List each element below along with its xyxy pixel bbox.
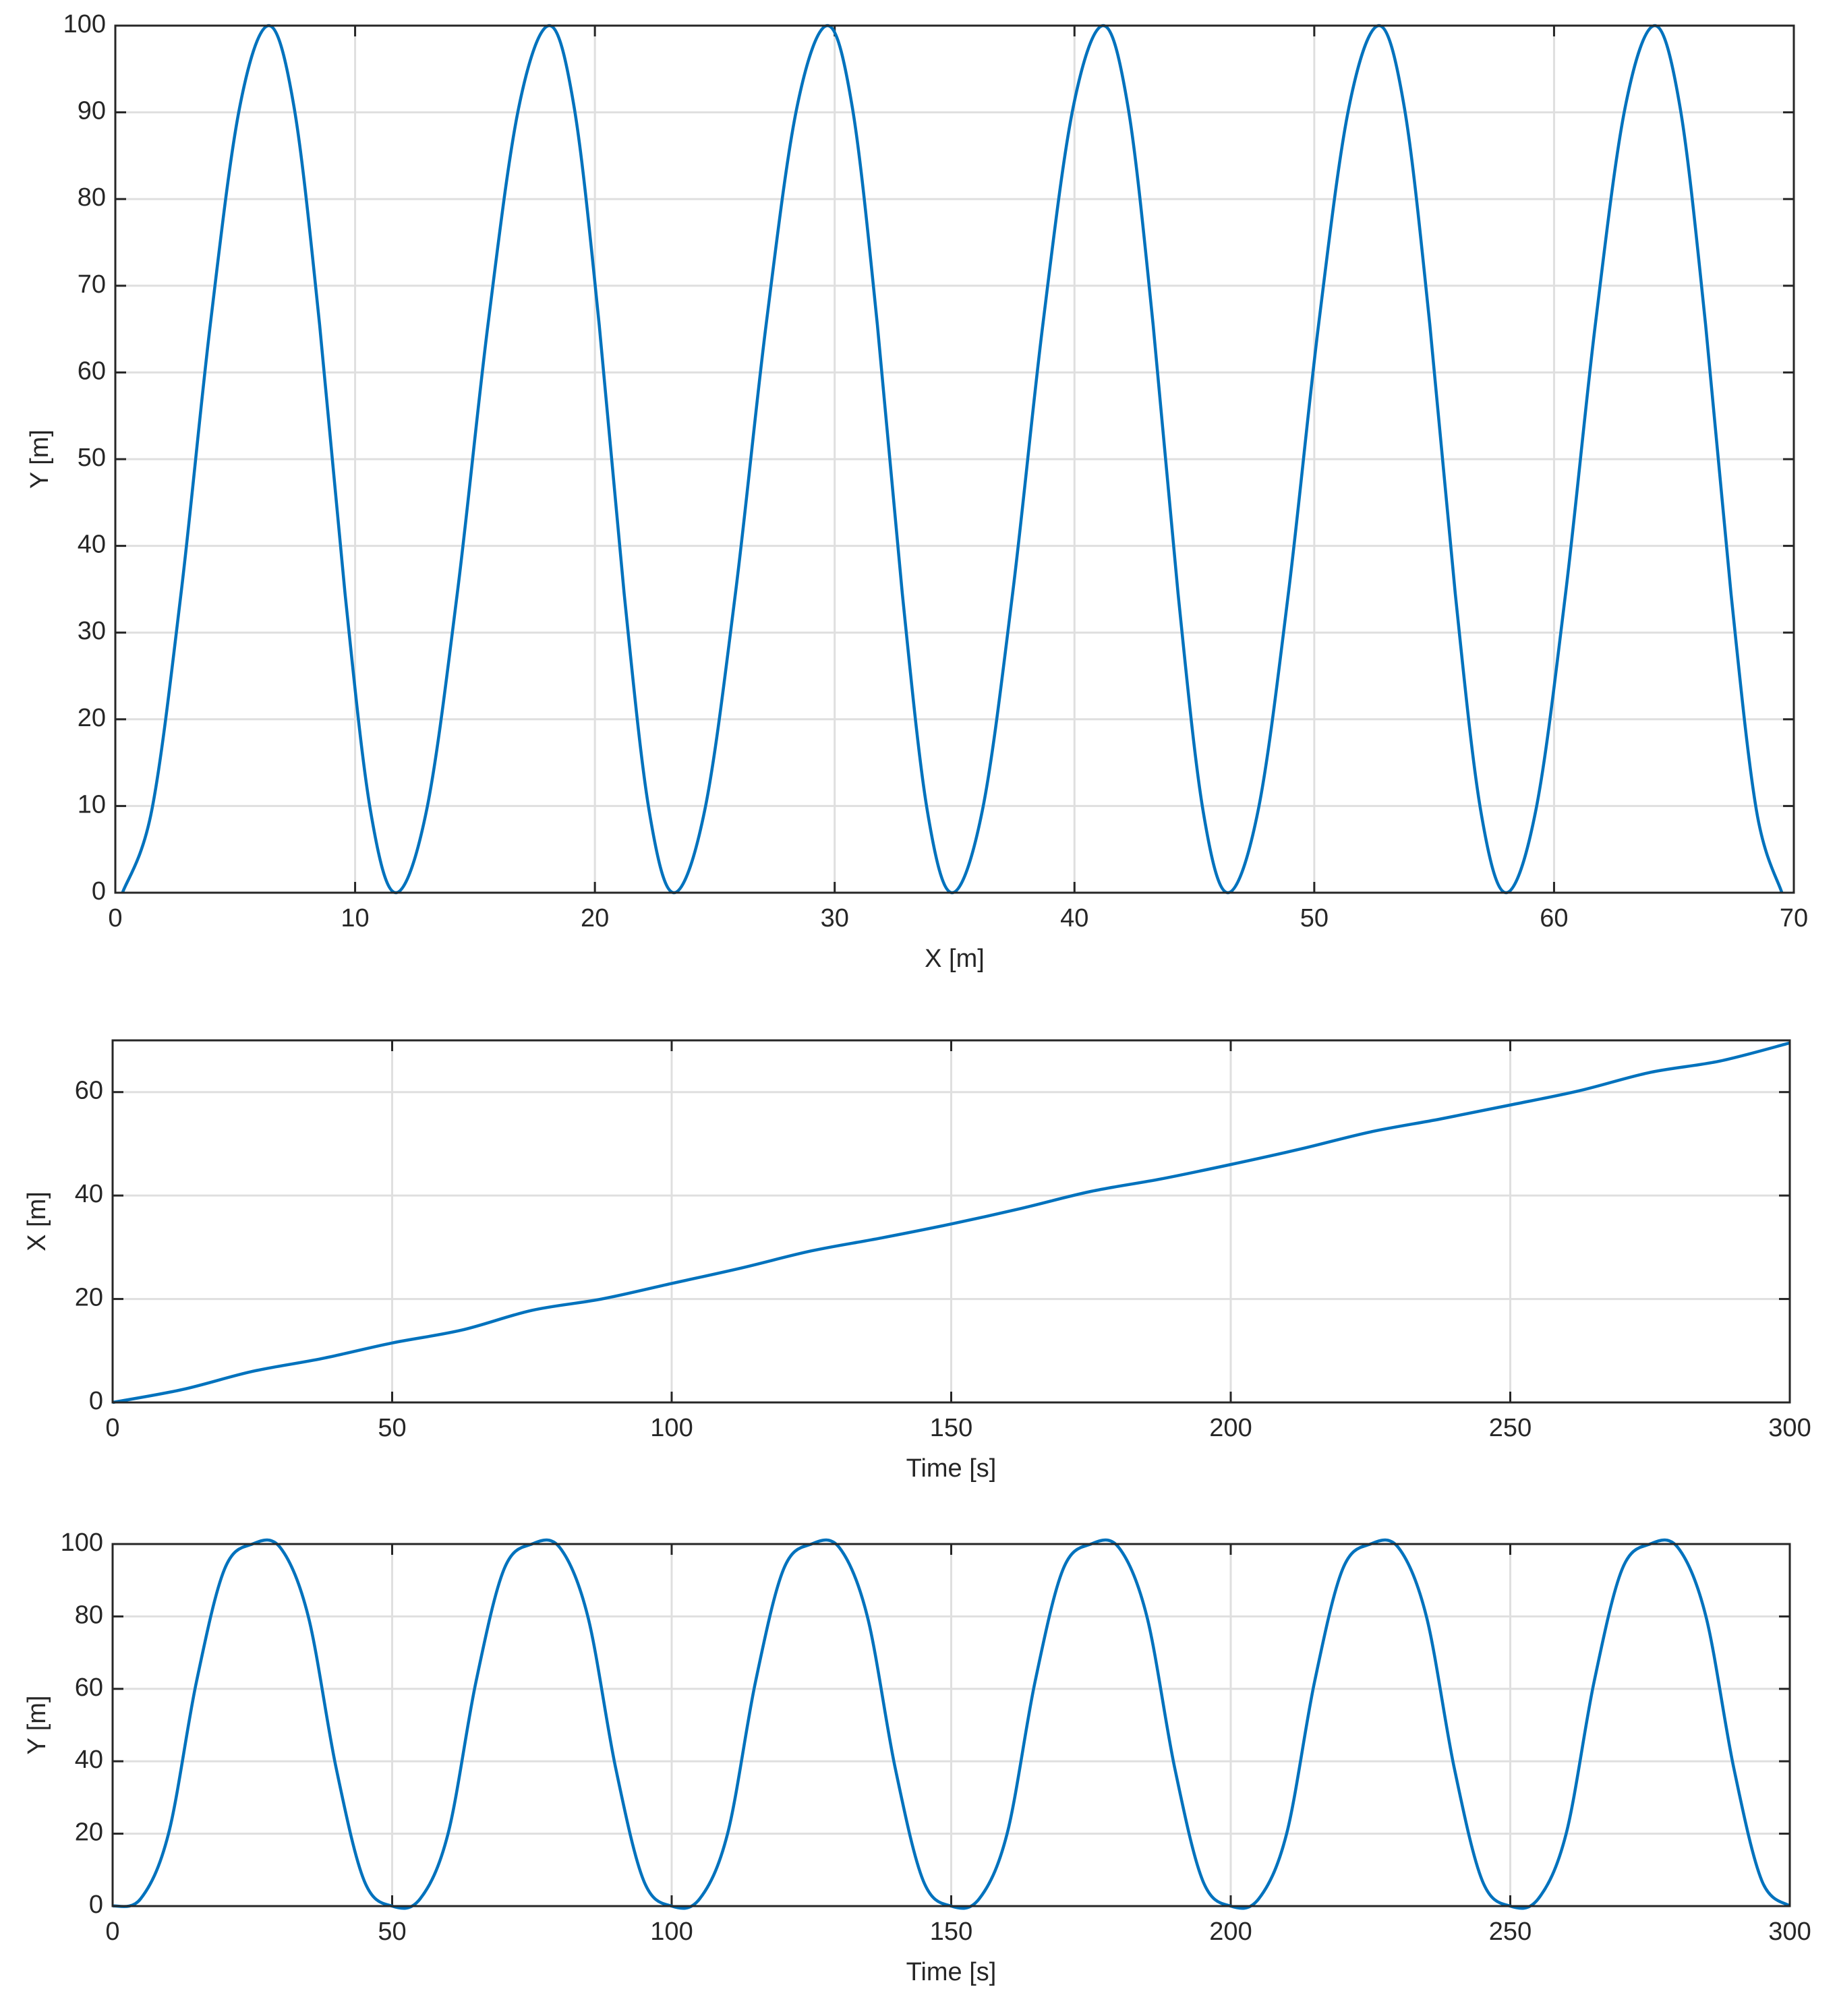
x-axis-label: Time [s] [906,1454,997,1483]
x-tick-label: 200 [1209,1918,1252,1946]
y-tick-label: 30 [78,617,106,645]
y-axis-label: Y [m] [26,429,54,489]
x-tick-label: 50 [378,1414,406,1442]
y-tick-label: 90 [78,97,106,125]
y-tick-label: 0 [89,1891,103,1919]
y-tick-label: 50 [78,444,106,472]
x-tick-label: 200 [1209,1414,1252,1442]
y-tick-label: 40 [75,1180,103,1208]
y-tick-label: 40 [78,531,106,559]
y-tick-label: 20 [78,704,106,732]
x-tick-label: 70 [1780,904,1808,932]
x-tick-label: 0 [105,1414,119,1442]
y-tick-label: 100 [61,1529,103,1557]
y-tick-label: 80 [75,1601,103,1629]
y-tick-label: 100 [63,10,106,38]
y-tick-label: 40 [75,1746,103,1774]
x-tick-label: 250 [1489,1918,1532,1946]
y-tick-label: 20 [75,1284,103,1312]
x-tick-label: 100 [650,1414,693,1442]
y-tick-label: 20 [75,1818,103,1847]
axes-frame [111,1543,1791,1907]
x-tick-label: 50 [1300,904,1329,932]
x-tick-label: 40 [1060,904,1088,932]
y-tick-label: 10 [78,790,106,819]
x-tick-label: 50 [378,1918,406,1946]
x-tick-label: 250 [1489,1414,1532,1442]
y-axis-label: Y [m] [23,1696,51,1755]
data-line [112,1041,1790,1404]
x-axis-label: Time [s] [906,1958,997,1986]
y-tick-label: 60 [75,1673,103,1702]
y-tick-label: 0 [92,877,106,906]
x-tick-label: 10 [341,904,369,932]
x-tick-label: 150 [930,1414,972,1442]
axes-frame [111,1039,1791,1404]
x-axis-label: X [m] [925,945,985,973]
x-tick-label: 60 [1540,904,1568,932]
y-tick-label: 70 [78,270,106,299]
x-tick-label: 300 [1768,1414,1811,1442]
y-tick-label: 80 [78,183,106,212]
y-tick-label: 60 [78,357,106,385]
x-tick-label: 0 [105,1918,119,1946]
y-tick-label: 0 [89,1387,103,1415]
y-tick-label: 60 [75,1077,103,1105]
x-tick-label: 20 [581,904,609,932]
y-axis-label: X [m] [23,1191,51,1251]
x-tick-label: 30 [821,904,849,932]
axes-frame [114,24,1795,894]
x-tick-label: 150 [930,1918,972,1946]
x-tick-label: 0 [108,904,122,932]
x-tick-label: 300 [1768,1918,1811,1946]
x-tick-label: 100 [650,1918,693,1946]
